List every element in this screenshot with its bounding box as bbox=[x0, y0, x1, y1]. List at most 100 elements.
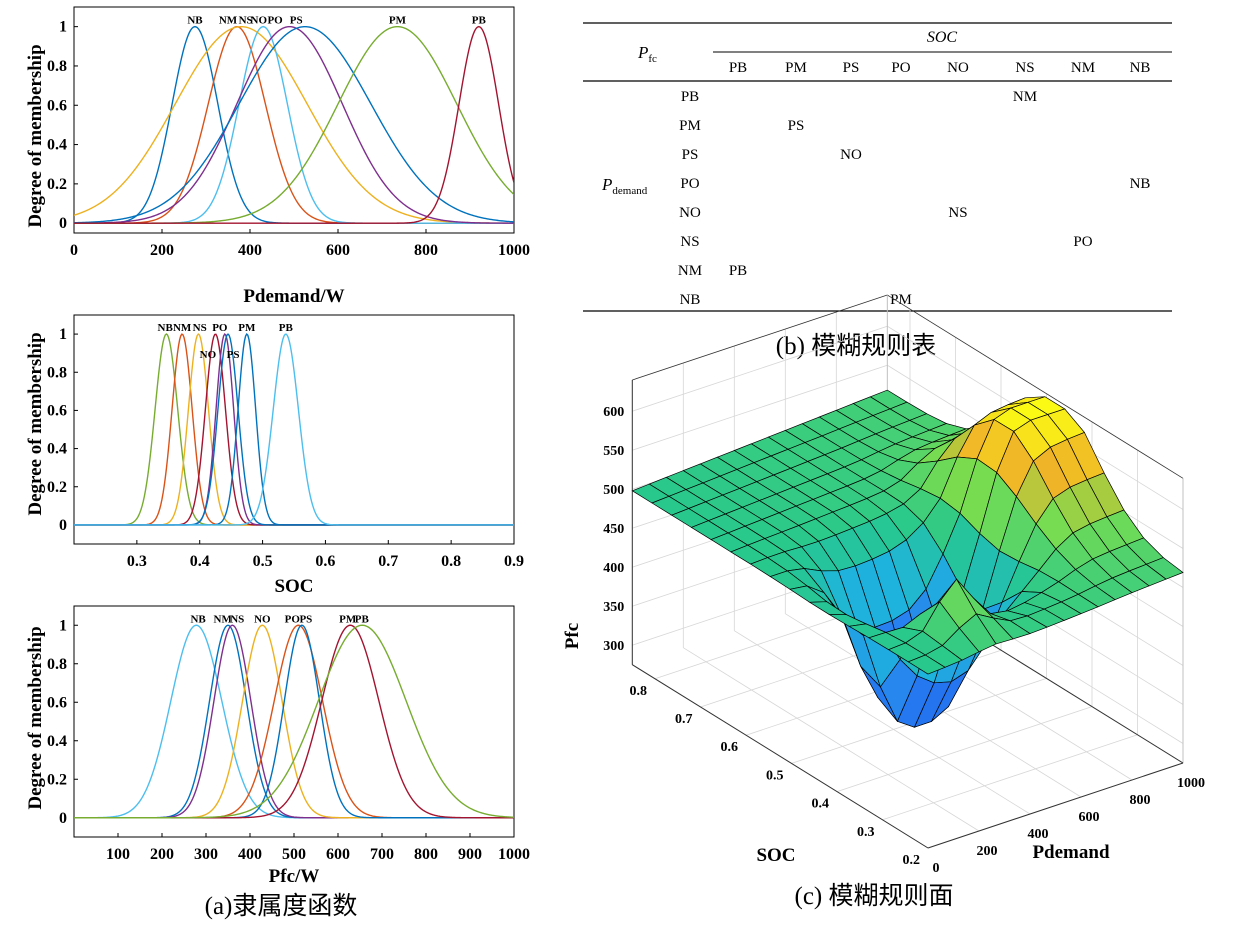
xlabel-surface: Pdemand bbox=[1032, 842, 1110, 863]
xtick-label: 0.9 bbox=[504, 553, 524, 570]
curve-label-PS: PS bbox=[290, 15, 303, 27]
table-col-header: PM bbox=[785, 60, 807, 76]
curve-label-NO: NO bbox=[200, 349, 217, 361]
series-PB bbox=[74, 25, 514, 224]
grid-line bbox=[882, 734, 1138, 821]
curve-label-PS: PS bbox=[299, 613, 312, 625]
surface-ytick-label: 0.5 bbox=[766, 768, 784, 783]
ytick-label: 0.4 bbox=[47, 733, 67, 750]
surface-ztick-label: 350 bbox=[603, 600, 624, 615]
table-col-header: NM bbox=[1071, 60, 1095, 76]
curve-label-PO: PO bbox=[212, 322, 228, 334]
curve-label-NM: NM bbox=[219, 15, 238, 27]
series-PO bbox=[74, 25, 514, 224]
curve-label-NM: NM bbox=[173, 322, 192, 334]
axis-x bbox=[927, 762, 1184, 849]
surface-ytick-label: 0.4 bbox=[812, 797, 830, 812]
ytick-label: 0.6 bbox=[47, 97, 67, 114]
table-cell: NS bbox=[948, 205, 967, 221]
table-cell: NB bbox=[1130, 176, 1151, 192]
grid-line bbox=[632, 364, 888, 451]
curve-label-PM: PM bbox=[238, 322, 256, 334]
surface-xtick-label: 800 bbox=[1130, 793, 1151, 808]
xlabel-soc: SOC bbox=[274, 576, 313, 597]
ytick-label: 0.2 bbox=[47, 176, 67, 193]
table-row-label: PO bbox=[680, 176, 699, 192]
xtick-label: 0.6 bbox=[315, 553, 335, 570]
xtick-label: 0.8 bbox=[441, 553, 461, 570]
ylabel-surface: SOC bbox=[756, 845, 795, 866]
ytick-label: 0 bbox=[59, 517, 67, 534]
ylabel-pdemand: Degree of membership bbox=[25, 44, 46, 227]
ytick-label: 0.8 bbox=[47, 656, 67, 673]
curve-label-NM: NM bbox=[214, 613, 233, 625]
ytick-label: 0.4 bbox=[47, 441, 67, 458]
surface-ytick-label: 0.7 bbox=[675, 712, 693, 727]
xtick-label: 100 bbox=[106, 846, 130, 863]
table-row-label: PS bbox=[682, 147, 699, 163]
table-cell: NM bbox=[1013, 89, 1037, 105]
ylabel-soc: Degree of membership bbox=[25, 332, 46, 515]
ytick-label: 0.6 bbox=[47, 694, 67, 711]
table-col-header: NO bbox=[947, 60, 969, 76]
surface-xtick-label: 400 bbox=[1028, 827, 1049, 842]
grid-line bbox=[887, 294, 1184, 479]
xtick-label: 0.7 bbox=[378, 553, 398, 570]
curve-label-PB: PB bbox=[472, 15, 487, 27]
xtick-label: 200 bbox=[150, 846, 174, 863]
xtick-label: 900 bbox=[458, 846, 482, 863]
surface-xtick-label: 200 bbox=[977, 844, 998, 859]
surface-xtick-label: 1000 bbox=[1177, 776, 1205, 791]
surface-xtick-label: 600 bbox=[1079, 810, 1100, 825]
table-cell: PM bbox=[890, 292, 912, 308]
table-cell: NO bbox=[840, 147, 862, 163]
rule-table: Pfc SOC Pdemand PB PM PS PO NO NS NM NB PB NM PM PS… bbox=[583, 22, 1172, 312]
series-PS bbox=[74, 25, 514, 224]
curve-label-NS: NS bbox=[230, 613, 244, 625]
table-cell: PO bbox=[1073, 234, 1092, 250]
xtick-label: 800 bbox=[414, 846, 438, 863]
table-col-header: PB bbox=[729, 60, 747, 76]
surface-xtick-label: 0 bbox=[933, 861, 940, 876]
series-PB bbox=[74, 333, 514, 526]
caption-a: (a)隶属度函数 bbox=[205, 892, 358, 920]
ytick-label: 0 bbox=[59, 810, 67, 827]
grid-line bbox=[836, 706, 1093, 792]
xtick-label: 600 bbox=[326, 242, 350, 259]
ytick-label: 0 bbox=[59, 215, 67, 232]
surface-ztick-label: 600 bbox=[603, 405, 624, 420]
ytick-label: 0.2 bbox=[47, 771, 67, 788]
ytick-label: 0.8 bbox=[47, 364, 67, 381]
surface-ztick-label: 500 bbox=[603, 483, 624, 498]
ytick-label: 0.8 bbox=[47, 58, 67, 75]
xtick-label: 300 bbox=[194, 846, 218, 863]
surface-ytick-label: 0.6 bbox=[721, 740, 739, 755]
xtick-label: 400 bbox=[238, 846, 262, 863]
table-col-header: PO bbox=[891, 60, 910, 76]
table-cell: PS bbox=[788, 118, 805, 134]
caption-c: (c) 模糊规则面 bbox=[795, 882, 954, 910]
ytick-label: 1 bbox=[59, 617, 67, 634]
surface-ztick-label: 300 bbox=[603, 639, 624, 654]
grid-line bbox=[632, 325, 888, 412]
curve-label-PM: PM bbox=[389, 15, 407, 27]
curve-label-NO: NO bbox=[251, 15, 268, 27]
surface-ztick-label: 400 bbox=[603, 561, 624, 576]
axis-y bbox=[632, 664, 929, 849]
curve-label-NS: NS bbox=[239, 15, 253, 27]
ytick-label: 0.6 bbox=[47, 402, 67, 419]
curve-label-PO: PO bbox=[267, 15, 283, 27]
curve-label-PS: PS bbox=[227, 349, 240, 361]
series-NS bbox=[74, 25, 514, 224]
table-row-label: NM bbox=[678, 263, 702, 279]
table-col-header: NS bbox=[1015, 60, 1034, 76]
surface-patch bbox=[907, 654, 946, 675]
curve-label-PB: PB bbox=[355, 613, 370, 625]
xlabel-pdemand: Pdemand/W bbox=[243, 286, 344, 307]
table-row-label: NB bbox=[680, 292, 701, 308]
chart-surface: 0 200 400 600 800 1000 0.2 0.3 0.4 0.5 0.6 0.7 0.8 30… bbox=[562, 294, 1205, 876]
xlabel-pfc: Pfc/W bbox=[269, 866, 320, 887]
surface-ytick-label: 0.3 bbox=[857, 825, 875, 840]
